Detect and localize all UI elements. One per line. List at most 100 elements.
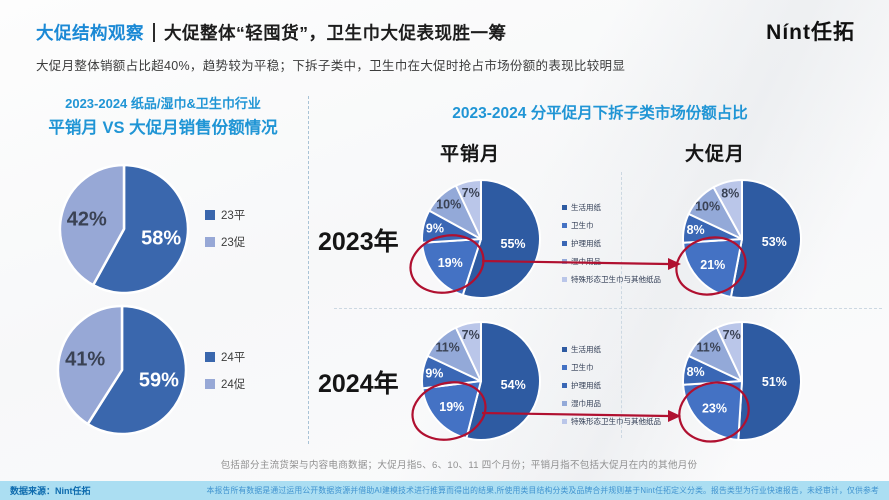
legend-swatch [562,241,567,246]
legend-label: 卫生巾 [571,363,594,372]
legend-label: 23促 [221,237,246,249]
pie-slice [729,179,802,299]
panel-divider [308,96,309,444]
pie-label: 7% [462,328,480,342]
legend-swatch [205,352,215,362]
title-divider [153,23,155,42]
legend-label: 湿巾用品 [571,257,601,266]
legend-item: 特殊形态卫生巾与其他纸品 [562,274,661,285]
pie-label: 54% [501,378,526,392]
legend-subcategories-2023: 生活用纸卫生巾护理用纸湿巾用品特殊形态卫生巾与其他纸品 [562,202,661,285]
legend-item: 23促 [205,234,245,250]
legend-swatch [205,379,215,389]
legend-label: 24促 [221,379,246,391]
pie-slice [712,179,743,240]
pie-slice [737,321,802,441]
legend-swatch [562,277,567,282]
disclaimer-text: 本报告所有数据是通过运用公开数据资源并借助AI建模技术进行推算而得出的结果,所使… [206,486,879,495]
pie-label: 10% [436,198,461,212]
legend-swatch [562,401,567,406]
legend-swatch [562,383,567,388]
legend-item: 24促 [205,376,245,392]
legend-item: 卫生巾 [562,220,661,231]
row-header-2024: 2024年 [318,370,399,398]
column-header-regular-month: 平销月 [439,144,500,165]
legend-swatch [562,419,567,424]
left-panel-title-line1: 2023-2024 纸品/湿巾&卫生巾行业 [65,96,261,111]
footnote: 包括部分主流货架与内容电商数据；大促月指5、6、10、11 四个月份；平销月指不… [220,460,698,471]
legend-swatch [562,365,567,370]
pie-label: 8% [721,186,739,200]
pie-slice [454,321,482,382]
pie-2023-regular: 55% 19% 9% 10% 7% [419,177,543,306]
page-title-text: 大促整体“轻囤货”，卫生巾大促表现胜一筹 [164,23,507,43]
legend-swatch [562,259,567,264]
legend-item: 卫生巾 [562,362,661,373]
pie-label: 42% [67,208,107,230]
row-header-2023: 2023年 [318,228,399,256]
legend-2023-overall: 23平 23促 [205,207,245,250]
pie-slice [56,304,124,426]
pie-2023-overall: 58% 42% [54,159,194,304]
nint-logo: Nínt任拓 [766,21,855,44]
legend-swatch [205,210,215,220]
page-title: 大促结构观察 大促整体“轻囤货”，卫生巾大促表现胜一筹 [36,20,507,45]
pie-label: 7% [723,328,741,342]
legend-swatch [205,237,215,247]
pie-label: 10% [695,200,720,214]
legend-label: 生活用纸 [571,203,601,212]
pie-label: 23% [702,402,727,416]
pie-label: 8% [687,223,705,237]
pie-slice [91,163,190,295]
pie-slice [58,163,126,287]
legend-label: 23平 [221,210,246,222]
pie-label: 9% [426,222,444,236]
pie-2023-promo: 53% 21% 8% 10% 8% [680,177,804,306]
legend-item: 湿巾用品 [562,398,661,409]
pie-label: 51% [762,375,787,389]
pie-slice [86,304,188,436]
legend-swatch [562,223,567,228]
legend-subcategories-2024: 生活用纸卫生巾护理用纸湿巾用品特殊形态卫生巾与其他纸品 [562,344,661,427]
pie-label: 19% [438,256,463,270]
pie-label: 7% [462,186,480,200]
pie-label: 9% [425,367,443,381]
legend-item: 湿巾用品 [562,256,661,267]
pie-2024-overall: 59% 41% [52,300,192,445]
pie-2024-regular: 54% 19% 9% 11% 7% [419,319,543,448]
legend-label: 24平 [221,352,246,364]
pie-label: 21% [700,258,725,272]
pie-label: 53% [762,235,787,249]
legend-label: 护理用纸 [571,239,601,248]
legend-item: 生活用纸 [562,344,661,355]
pie-label: 8% [687,365,705,379]
legend-swatch [562,347,567,352]
page-title-highlight: 大促结构观察 [36,23,144,43]
legend-label: 特殊形态卫生巾与其他纸品 [571,417,661,426]
pie-label: 11% [696,341,720,355]
legend-swatch [562,205,567,210]
legend-item: 护理用纸 [562,380,661,391]
pie-slice [454,179,482,240]
legend-label: 卫生巾 [571,221,594,230]
footer-bar: 数据来源：Nint任拓 本报告所有数据是通过运用公开数据资源并借助AI建模技术进… [0,481,889,500]
pie-slice [715,321,743,382]
left-panel-title-line2: 平销月 VS 大促月销售份额情况 [48,119,278,137]
legend-2024-overall: 24平 24促 [205,349,245,392]
column-divider [621,172,622,438]
right-panel-title: 2023-2024 分平促月下拆子类市场份额占比 [452,105,748,122]
pie-label: 19% [439,400,464,414]
legend-item: 23平 [205,207,245,223]
pie-label: 58% [141,228,181,250]
pie-label: 55% [501,237,526,251]
legend-item: 护理用纸 [562,238,661,249]
column-header-promo-month: 大促月 [684,144,745,165]
pie-label: 59% [139,370,179,392]
legend-label: 湿巾用品 [571,399,601,408]
page-subtitle: 大促月整体销额占比超40%，趋势较为平稳；下拆子类中，卫生巾在大促时抢占市场份额… [36,59,626,73]
legend-label: 生活用纸 [571,345,601,354]
left-panel-title: 2023-2024 纸品/湿巾&卫生巾行业 平销月 VS 大促月销售份额情况 [18,93,308,138]
pie-2024-promo: 51% 23% 8% 11% 7% [680,319,804,448]
legend-item: 生活用纸 [562,202,661,213]
